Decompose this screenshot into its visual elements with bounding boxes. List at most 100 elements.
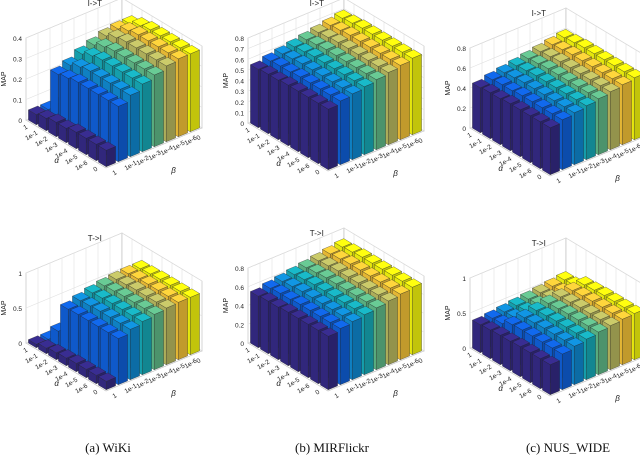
- chart-panel-2: 00.10.20.30.40.50.60.70.811e-11e-21e-31e…: [223, 0, 425, 180]
- alpha-tick-label: 1e-6: [74, 159, 89, 172]
- grid-line: [25, 232, 203, 282]
- beta-tick-label: 0: [196, 134, 203, 142]
- alpha-tick-label: 1e-6: [296, 382, 311, 395]
- z-tick-label: 0.4: [235, 79, 244, 86]
- chart-title: T->I: [88, 234, 102, 243]
- z-tick-label: 0.1: [235, 110, 244, 117]
- alpha-tick-label: 1: [244, 126, 251, 134]
- grid-line: [469, 237, 640, 283]
- beta-axis-label: β: [392, 169, 398, 178]
- z-tick-label: 0: [18, 118, 22, 125]
- z-tick-label: 0.8: [235, 36, 244, 43]
- z-tick-label: 0: [18, 341, 22, 348]
- alpha-tick-label: 1: [22, 123, 29, 131]
- z-tick-label: 0.4: [13, 36, 22, 43]
- z-tick-label: 0.2: [13, 77, 22, 84]
- z-axis-label: MAP: [1, 71, 8, 87]
- grid-line: [247, 0, 425, 47]
- alpha-axis-label: α: [498, 384, 503, 393]
- alpha-axis-label: α: [276, 379, 281, 388]
- alpha-tick-label: 1e-6: [518, 387, 533, 400]
- bar: [320, 327, 338, 391]
- alpha-tick-label: 1e-6: [518, 167, 533, 180]
- beta-tick-label: 1: [112, 392, 119, 400]
- alpha-tick-label: 1: [466, 131, 473, 139]
- bar: [380, 63, 398, 146]
- z-tick-label: 0.1: [13, 98, 22, 105]
- alpha-tick-label: 1: [22, 346, 29, 354]
- beta-tick-label: 0: [418, 137, 425, 145]
- bar: [542, 119, 560, 176]
- z-tick-label: 0.7: [235, 47, 244, 54]
- z-tick-label: 0: [462, 126, 466, 133]
- beta-axis-label: β: [614, 394, 620, 403]
- alpha-tick-label: 0: [314, 168, 321, 176]
- z-tick-label: 0.8: [235, 266, 244, 273]
- z-tick-label: 0.6: [235, 57, 244, 64]
- beta-tick-label: 0: [196, 357, 203, 365]
- z-tick-label: 0.8: [457, 46, 466, 53]
- z-tick-label: 0.5: [457, 311, 466, 318]
- z-axis-label: MAP: [445, 80, 452, 96]
- beta-tick-label: 1: [334, 172, 341, 180]
- beta-axis-label: β: [392, 389, 398, 398]
- alpha-axis-label: α: [276, 159, 281, 168]
- bar: [542, 355, 560, 396]
- beta-tick-label: 1: [112, 169, 119, 177]
- beta-axis-label: β: [170, 389, 176, 398]
- chart-title: I->T: [88, 0, 103, 8]
- z-tick-label: 1: [462, 276, 466, 283]
- alpha-tick-label: 0: [92, 165, 99, 173]
- beta-tick-label: 1: [556, 397, 563, 405]
- z-tick-label: 0: [462, 346, 466, 353]
- z-tick-label: 0.2: [235, 100, 244, 107]
- z-tick-label: 0.2: [457, 106, 466, 113]
- beta-tick-label: 1e-6: [628, 362, 640, 375]
- caption-mirflickr: (b) MIRFlickr: [294, 440, 370, 455]
- beta-tick-label: 0: [418, 357, 425, 365]
- beta-tick-label: 1: [556, 177, 563, 185]
- caption-wiki: (a) WiKi: [85, 440, 131, 455]
- alpha-tick-label: 1e-6: [296, 162, 311, 175]
- z-tick-label: 0.3: [235, 89, 244, 96]
- z-tick-label: 0.4: [235, 304, 244, 311]
- bar: [98, 141, 116, 168]
- alpha-axis-label: α: [54, 379, 59, 388]
- z-tick-label: 0.4: [457, 86, 466, 93]
- bar: [566, 337, 584, 386]
- beta-tick-label: 1: [334, 392, 341, 400]
- z-axis-label: MAP: [445, 305, 452, 321]
- chart-title: T->I: [310, 229, 324, 238]
- z-tick-label: 0.2: [235, 322, 244, 329]
- alpha-axis-label: α: [54, 156, 59, 165]
- chart-title: T->I: [532, 239, 546, 248]
- z-axis-label: MAP: [223, 298, 230, 314]
- bar: [98, 372, 116, 391]
- z-tick-label: 0.6: [457, 66, 466, 73]
- alpha-tick-label: 0: [536, 393, 543, 401]
- chart-title: I->T: [532, 9, 547, 18]
- grid-line: [25, 0, 203, 47]
- caption-nus-wide: (c) NUS_WIDE: [525, 440, 611, 455]
- beta-tick-label: 1e-6: [628, 142, 640, 155]
- alpha-axis-label: α: [498, 164, 503, 173]
- z-tick-label: 0: [240, 341, 244, 348]
- z-tick-label: 0.5: [13, 306, 22, 313]
- z-axis-label: MAP: [223, 73, 230, 89]
- alpha-tick-label: 1: [466, 351, 473, 359]
- beta-axis-label: β: [170, 166, 176, 175]
- grid-line: [469, 7, 640, 53]
- z-tick-label: 0.6: [235, 285, 244, 292]
- beta-axis-label: β: [614, 174, 620, 183]
- bar: [110, 329, 128, 386]
- chart-title: I->T: [310, 0, 325, 8]
- grid-line: [247, 227, 425, 277]
- alpha-tick-label: 1: [244, 346, 251, 354]
- alpha-tick-label: 0: [536, 173, 543, 181]
